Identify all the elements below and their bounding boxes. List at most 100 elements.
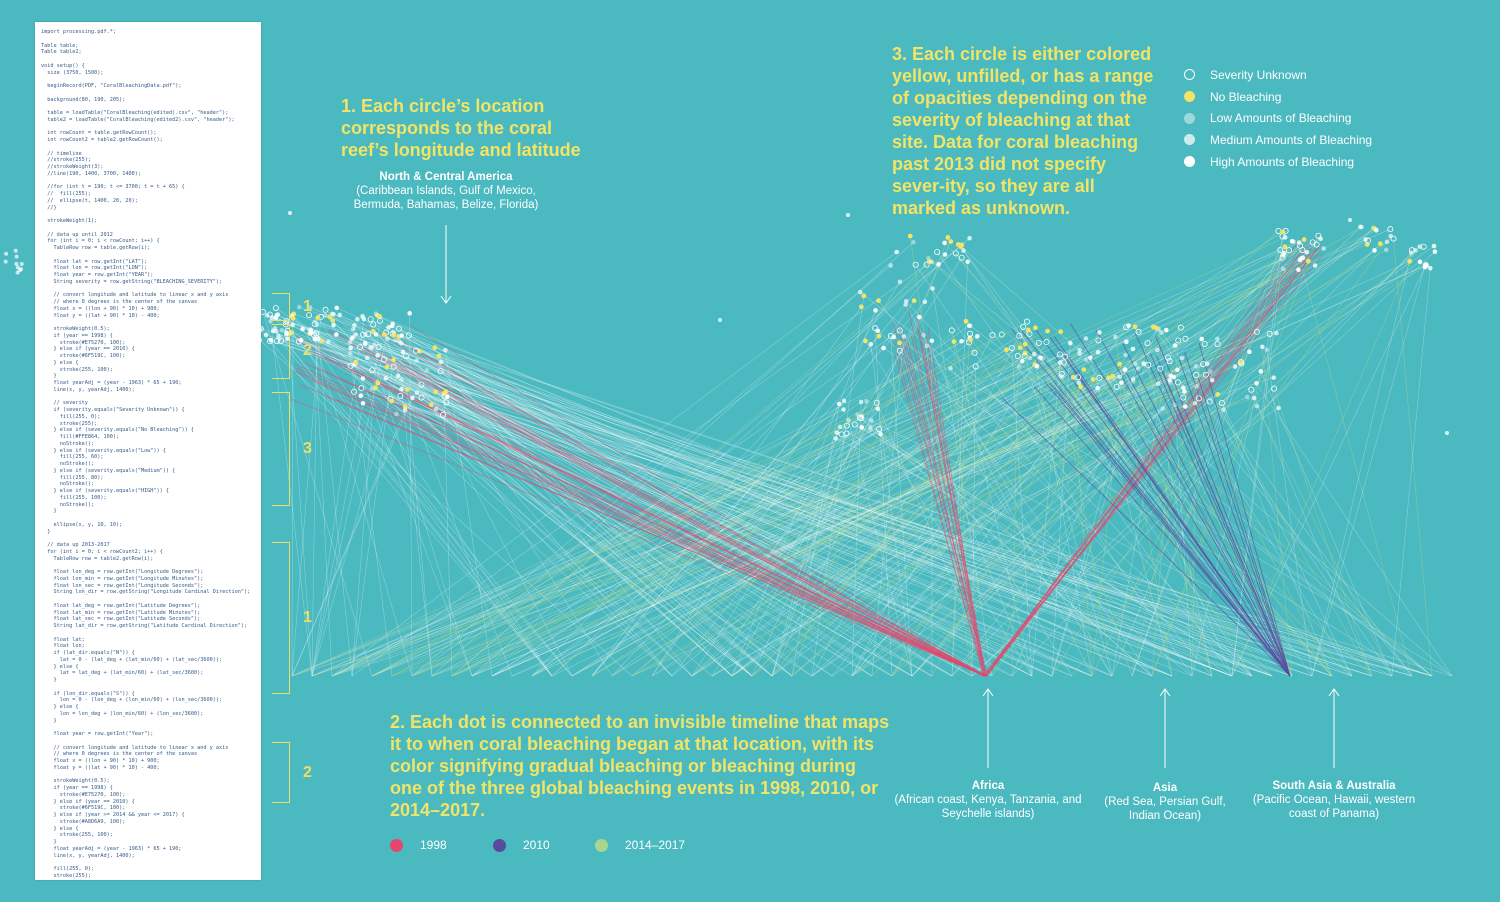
connection-line <box>591 257 1304 677</box>
connection-line-2010 <box>1198 342 1291 677</box>
connection-line <box>711 408 878 677</box>
connection-line <box>871 420 1033 677</box>
reef-site-dot <box>433 389 439 395</box>
region-south-asia: South Asia & Australia (Pacific Ocean, H… <box>1250 779 1418 821</box>
connection-line-1998 <box>986 253 1310 677</box>
reef-site-dot <box>1296 267 1301 272</box>
connection-line <box>1231 250 1416 677</box>
reef-site-dot <box>1132 324 1138 330</box>
reef-site-dot <box>1209 377 1215 383</box>
connection-line-1998 <box>336 377 986 677</box>
reef-site-dot <box>1043 339 1050 346</box>
connection-line <box>771 432 838 677</box>
reef-site-dot <box>972 363 979 370</box>
reef-site-dot <box>1088 355 1093 360</box>
connection-line-1998 <box>295 369 986 677</box>
reef-site-dot <box>859 414 865 419</box>
reef-site-dot <box>362 341 368 347</box>
reef-site-dot <box>876 298 881 304</box>
reef-site-dot <box>1383 247 1389 253</box>
reef-site-dot <box>1095 385 1100 391</box>
connection-line <box>651 281 901 677</box>
connection-line <box>1231 267 1426 677</box>
connection-line-1998 <box>341 396 987 677</box>
connection-line <box>1183 397 1353 677</box>
reef-site-dot <box>1422 262 1429 269</box>
reef-site-dot <box>837 424 843 430</box>
reef-site-dot <box>1281 266 1286 272</box>
legend-label: 1998 <box>420 838 447 852</box>
connection-line <box>531 428 880 677</box>
connection-line <box>445 391 1153 677</box>
asia-arrowhead <box>1159 688 1171 697</box>
bracket-2b <box>272 742 290 803</box>
connection-line <box>591 336 880 677</box>
annotation-location: 1. Each circle’s location corresponds to… <box>341 96 581 160</box>
connection-line <box>374 344 1233 677</box>
connection-line <box>1169 360 1333 677</box>
connection-line <box>1033 354 1093 677</box>
reef-site-dot <box>912 261 919 268</box>
connection-line <box>915 264 1193 677</box>
connection-line <box>1124 369 1213 677</box>
connection-line <box>870 344 913 677</box>
reef-site-dot <box>1251 395 1257 401</box>
reef-site-dot <box>897 340 902 346</box>
connection-line <box>349 341 1313 677</box>
reef-site-dot <box>1364 237 1371 244</box>
reef-site-dot <box>1238 360 1244 365</box>
reef-site-dot <box>272 305 279 312</box>
reef-site-dot <box>1305 258 1311 264</box>
legend-item-medium: Medium Amounts of Bleaching <box>1184 129 1372 151</box>
reef-site-dot <box>948 239 954 244</box>
reef-site-dot <box>1117 361 1123 367</box>
connection-line <box>471 244 962 677</box>
connection-line <box>331 418 862 677</box>
reef-site-dot <box>14 254 19 259</box>
connection-line-1998 <box>296 367 987 677</box>
reef-site-dot <box>1081 367 1087 372</box>
reef-site-dot <box>265 313 270 318</box>
connection-line <box>446 402 1413 677</box>
connection-line <box>259 339 633 677</box>
reef-site-dot <box>833 436 838 441</box>
connection-line <box>352 328 733 677</box>
reef-site-dot <box>311 320 318 327</box>
connection-line-1998 <box>894 353 985 677</box>
africa-arrowhead <box>982 688 994 697</box>
connection-line <box>891 241 1293 677</box>
reef-site-dots <box>3 211 1449 441</box>
reef-site-dot <box>437 368 444 375</box>
connection-line <box>791 230 1279 677</box>
connection-line-2010 <box>1156 355 1291 677</box>
connection-line <box>391 246 1286 677</box>
connection-line <box>405 355 773 677</box>
connection-line <box>411 242 1313 677</box>
connection-line <box>751 241 952 677</box>
connection-line <box>447 396 1393 677</box>
reef-site-dot <box>1133 361 1138 367</box>
connection-line <box>1391 268 1431 677</box>
connection-line <box>811 295 865 677</box>
connection-line <box>351 316 380 677</box>
connection-line-1998 <box>358 350 985 677</box>
connection-line <box>1011 252 1412 677</box>
reef-site-dot <box>330 318 336 323</box>
reef-site-dot <box>438 359 444 365</box>
connection-line <box>314 339 333 677</box>
reef-site-dot <box>888 263 893 268</box>
reef-site-dot <box>952 250 959 257</box>
connection-line <box>292 324 873 677</box>
reef-site-dot <box>936 261 941 267</box>
connection-line <box>1051 327 1157 677</box>
reef-site-dot <box>295 338 302 345</box>
reef-site-dot <box>290 322 295 328</box>
connection-line <box>891 327 1127 677</box>
reef-site-dot <box>1254 403 1260 409</box>
reef-site-dot <box>1297 242 1304 249</box>
reef-site-dot <box>276 333 281 339</box>
reef-site-dot <box>1077 347 1082 353</box>
region-arrows <box>440 225 1340 768</box>
reef-site-dot <box>1059 374 1064 379</box>
reef-site-dot <box>1078 384 1083 390</box>
